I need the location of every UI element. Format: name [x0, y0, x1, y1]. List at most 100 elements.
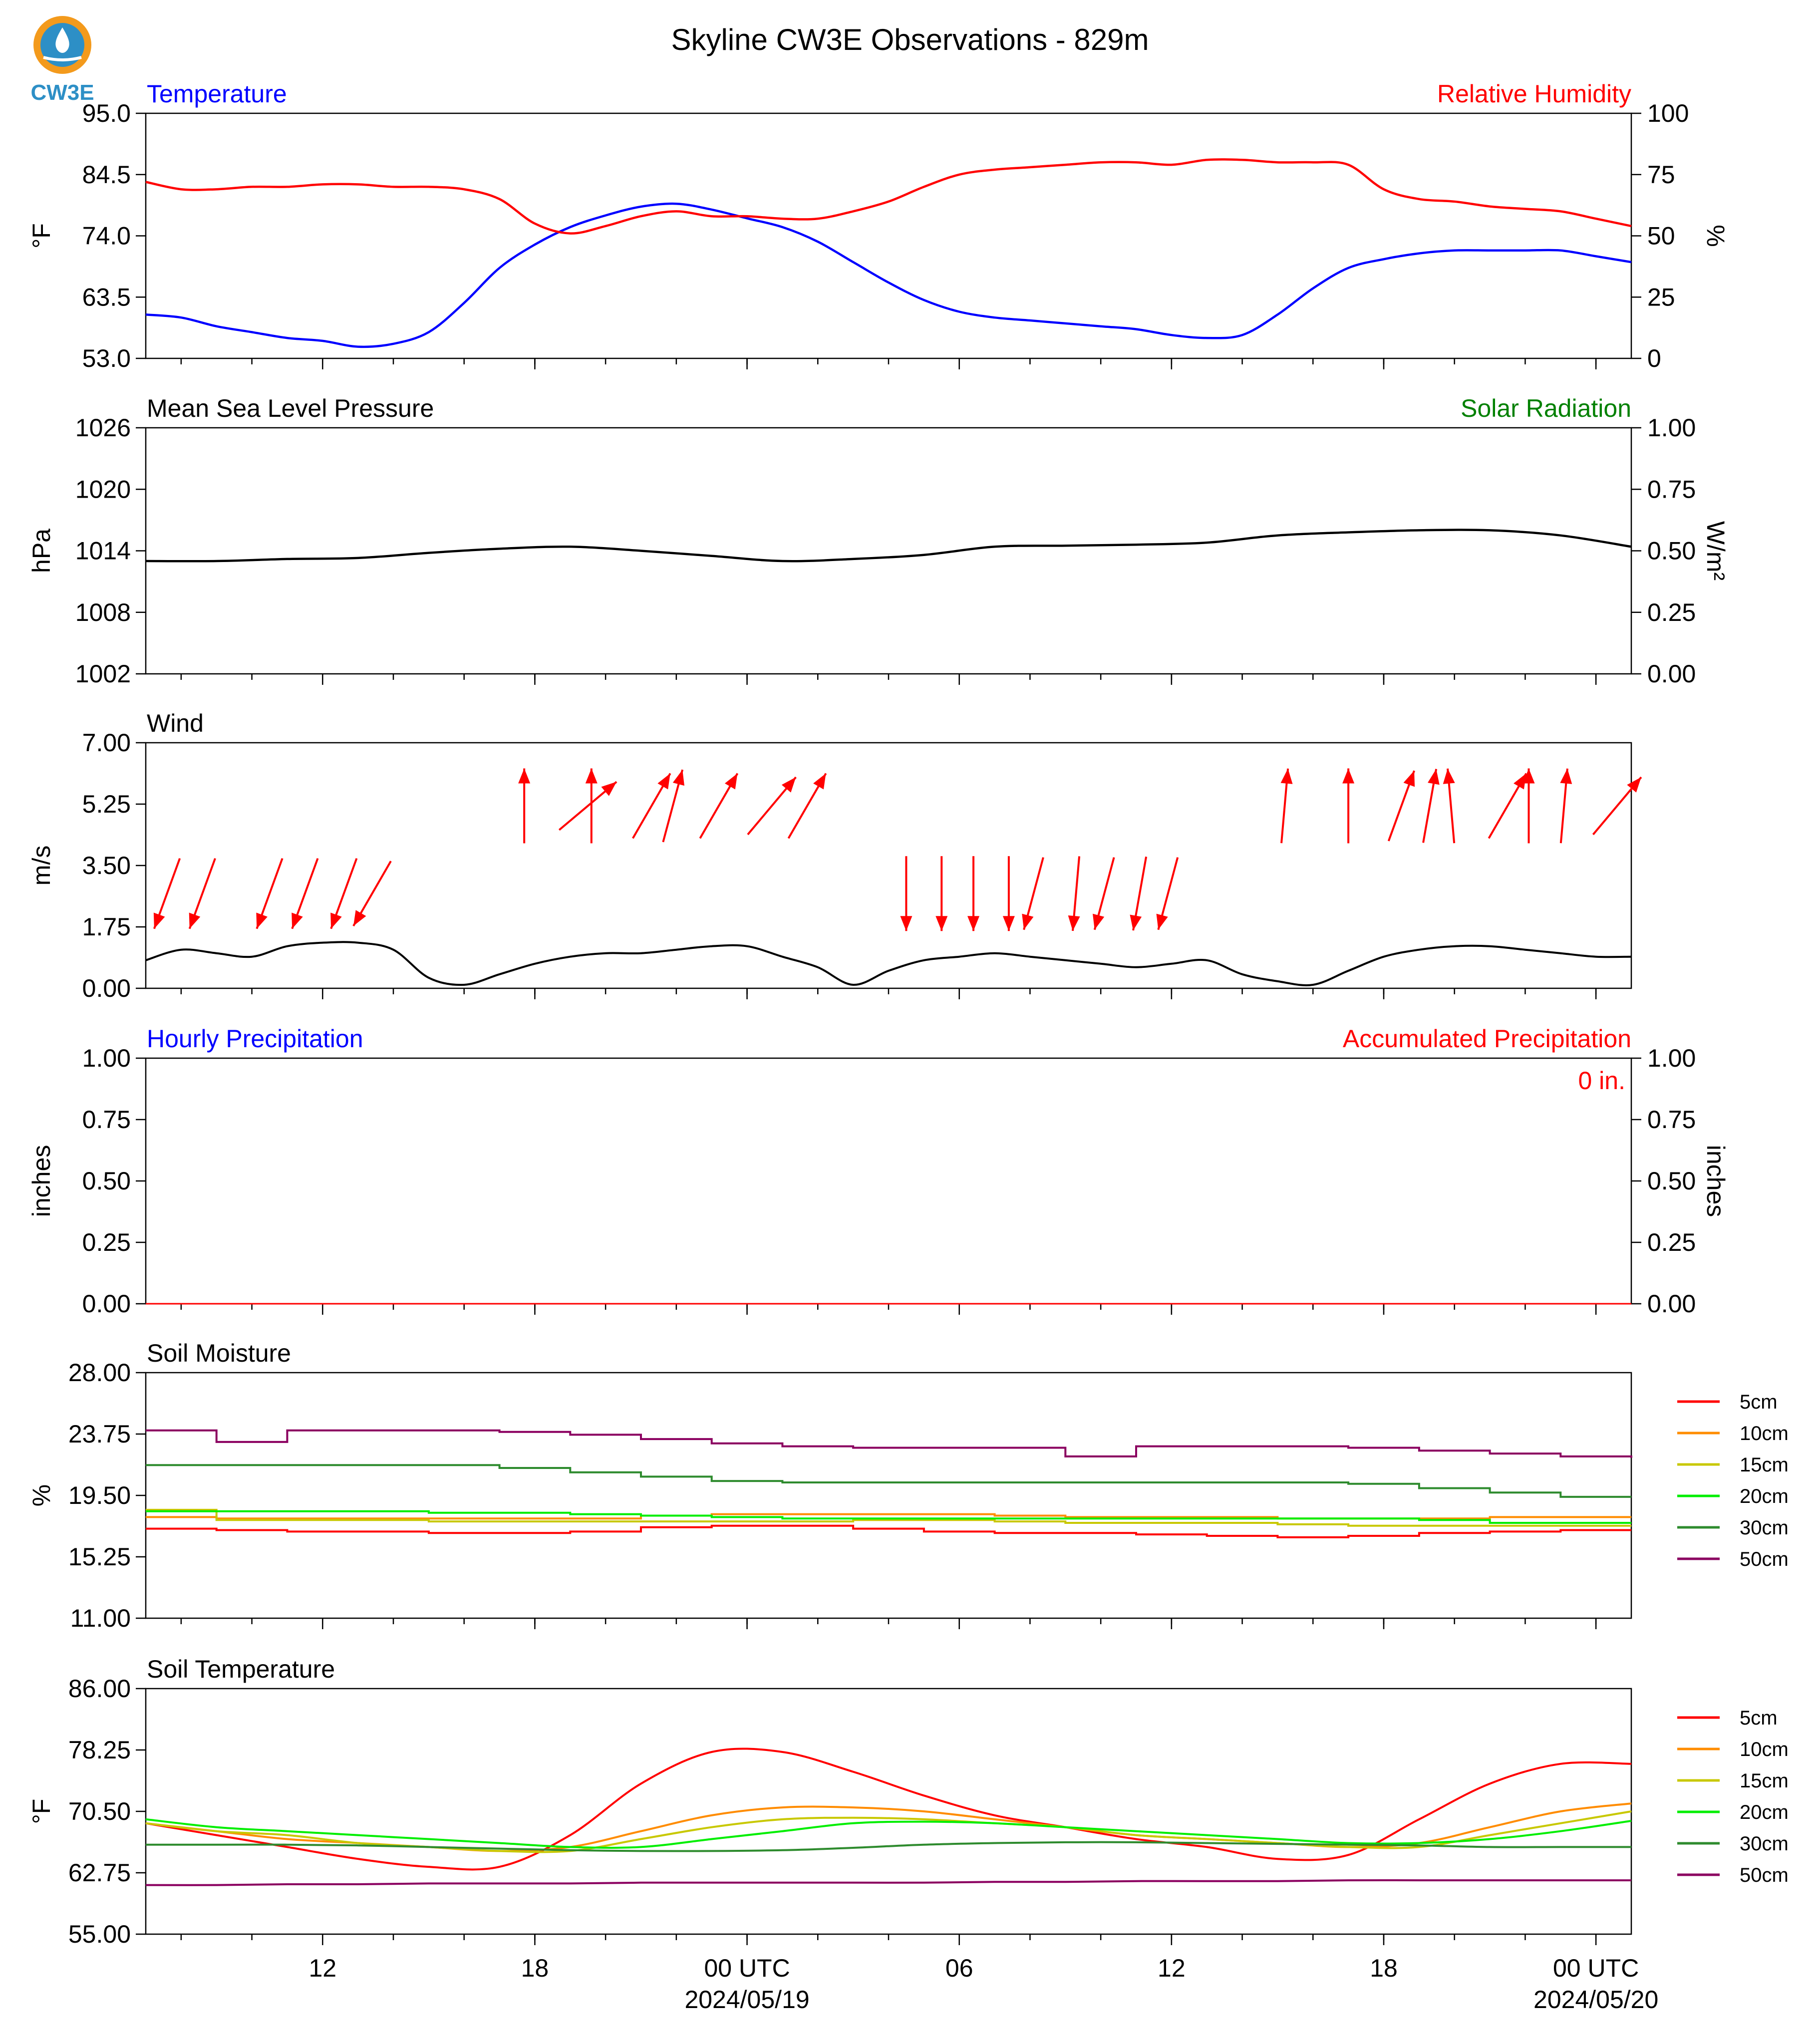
panel-title-soil_moisture: Soil Moisture [147, 1339, 291, 1367]
y-tick-label-left: 0.00 [82, 974, 131, 1002]
wind-arrow-head [1022, 913, 1034, 930]
wind-arrow-head [967, 916, 980, 931]
y-tick-label-left: 7.00 [82, 729, 131, 757]
x-tick-label: 00 UTC [704, 1954, 790, 1982]
accumulated-precip-value: 0 in. [1578, 1067, 1625, 1095]
y-axis-label-pressure: hPa [27, 529, 55, 573]
series-line-temperature [145, 202, 1632, 348]
wind-arrow-head [353, 910, 366, 926]
wind-arrow-head [153, 912, 165, 929]
wind-arrow-head [672, 770, 685, 786]
y-tick-label-right: 0.00 [1647, 660, 1696, 688]
y-tick-label-right: 0.25 [1647, 598, 1696, 626]
y-tick-label-right: 75 [1647, 161, 1675, 189]
y-tick-label-left: 70.50 [68, 1797, 131, 1825]
y-tick-label-left: 78.25 [68, 1736, 131, 1764]
y-tick-label-left: 95.0 [82, 99, 131, 127]
wind-arrow-head [1342, 768, 1355, 784]
panel-title-pressure: Mean Sea Level Pressure [147, 394, 434, 422]
y-tick-label-left: 84.5 [82, 161, 131, 189]
series-line-soil-temperature-20cm [145, 1818, 1632, 1849]
y-tick-label-left: 1026 [75, 414, 131, 442]
y-tick-label-right: 1.00 [1647, 414, 1696, 442]
y-tick-label-right: 100 [1647, 99, 1689, 127]
y-axis-label-right-temperature: % [1702, 225, 1730, 247]
panel-right-title-precip: Accumulated Precipitation [1343, 1025, 1631, 1053]
legend-label-20cm: 20cm [1740, 1801, 1789, 1823]
legend-label-15cm: 15cm [1740, 1454, 1789, 1476]
panel-title-precip: Hourly Precipitation [147, 1025, 363, 1053]
y-axis-label-precip: inches [27, 1145, 55, 1217]
y-tick-label-left: 11.00 [70, 1604, 131, 1632]
panel-frame-pressure [145, 427, 1632, 675]
legend-label-10cm: 10cm [1740, 1423, 1789, 1445]
legend-label-20cm: 20cm [1740, 1485, 1789, 1507]
wind-arrow-head [813, 773, 826, 790]
wind-arrow-head [585, 768, 598, 784]
y-tick-label-left: 3.50 [82, 852, 131, 879]
wind-arrow-head [256, 912, 268, 929]
series-line-soil-moisture-30cm [146, 1464, 1631, 1498]
y-tick-label-left: 1008 [75, 598, 131, 626]
legend-label-50cm: 50cm [1740, 1864, 1789, 1886]
wind-arrow-head [1403, 771, 1415, 787]
panel-frame-soil_moisture [145, 1372, 1632, 1619]
wind-arrow-head [657, 773, 670, 790]
series-line-soil-temperature-30cm [146, 1841, 1631, 1852]
y-tick-label-right: 0.50 [1647, 1167, 1696, 1195]
y-axis-label-temperature: °F [27, 223, 55, 249]
panel-right-title-pressure: Solar Radiation [1461, 394, 1631, 422]
panel-frame-temperature [145, 112, 1632, 359]
wind-arrow-head [1068, 915, 1080, 931]
y-tick-label-right: 0 [1647, 344, 1661, 372]
y-tick-label-left: 0.50 [82, 1167, 131, 1195]
x-tick-label: 18 [1370, 1954, 1398, 1982]
logo-drop [55, 27, 69, 53]
x-tick-label: 12 [308, 1954, 336, 1982]
y-tick-label-left: 1.00 [82, 1044, 131, 1072]
y-tick-label-left: 1.75 [82, 913, 131, 941]
y-tick-label-left: 1014 [75, 537, 131, 565]
series-line-soil-moisture-15cm [146, 1508, 1631, 1527]
series-line-soil-moisture-5cm [146, 1524, 1631, 1538]
wind-arrow-head [900, 916, 912, 931]
y-tick-label-left: 86.00 [68, 1675, 131, 1703]
series-line-soil-moisture-20cm [146, 1510, 1631, 1524]
x-tick-label: 18 [521, 1954, 549, 1982]
wind-arrow-head [1280, 768, 1293, 784]
y-axis-label-right-pressure: W/m² [1702, 521, 1730, 580]
wind-arrow-head [724, 773, 738, 790]
y-tick-label-left: 5.25 [82, 790, 131, 818]
legend-label-30cm: 30cm [1740, 1517, 1789, 1539]
cw3e-logo: CW3E [27, 15, 97, 105]
y-tick-label-left: 23.75 [68, 1420, 131, 1448]
series-line-relative-humidity [145, 158, 1632, 235]
wind-arrow-head [601, 782, 617, 796]
panel-title-wind: Wind [147, 709, 204, 737]
y-tick-label-left: 0.00 [82, 1290, 131, 1318]
series-line-pressure [145, 529, 1632, 563]
legend-label-5cm: 5cm [1740, 1391, 1778, 1413]
y-tick-label-left: 0.25 [82, 1228, 131, 1256]
wind-arrow-head [935, 916, 948, 931]
y-tick-label-left: 55.00 [68, 1920, 131, 1948]
y-axis-label-right-precip: inches [1702, 1145, 1730, 1217]
wind-arrow-head [1560, 768, 1572, 784]
wind-arrow-head [1156, 913, 1168, 930]
panel-frame-precip [145, 1057, 1632, 1305]
y-tick-label-right: 0.25 [1647, 1228, 1696, 1256]
y-tick-label-left: 53.0 [82, 344, 131, 372]
x-tick-date-label: 2024/05/19 [684, 1986, 809, 2014]
wind-arrow-head [1002, 916, 1015, 931]
wind-arrow-head [330, 912, 342, 929]
panel-title-soil_temp: Soil Temperature [147, 1655, 335, 1683]
series-line-soil-temperature-50cm [145, 1879, 1631, 1886]
y-tick-label-left: 28.00 [68, 1359, 131, 1387]
y-axis-label-soil_temp: °F [27, 1799, 55, 1824]
y-tick-label-left: 62.75 [68, 1859, 131, 1887]
y-tick-label-right: 0.75 [1647, 1106, 1696, 1134]
wind-arrow-head [189, 912, 201, 929]
x-tick-label: 06 [945, 1954, 973, 1982]
wind-arrow-head [1627, 777, 1641, 793]
